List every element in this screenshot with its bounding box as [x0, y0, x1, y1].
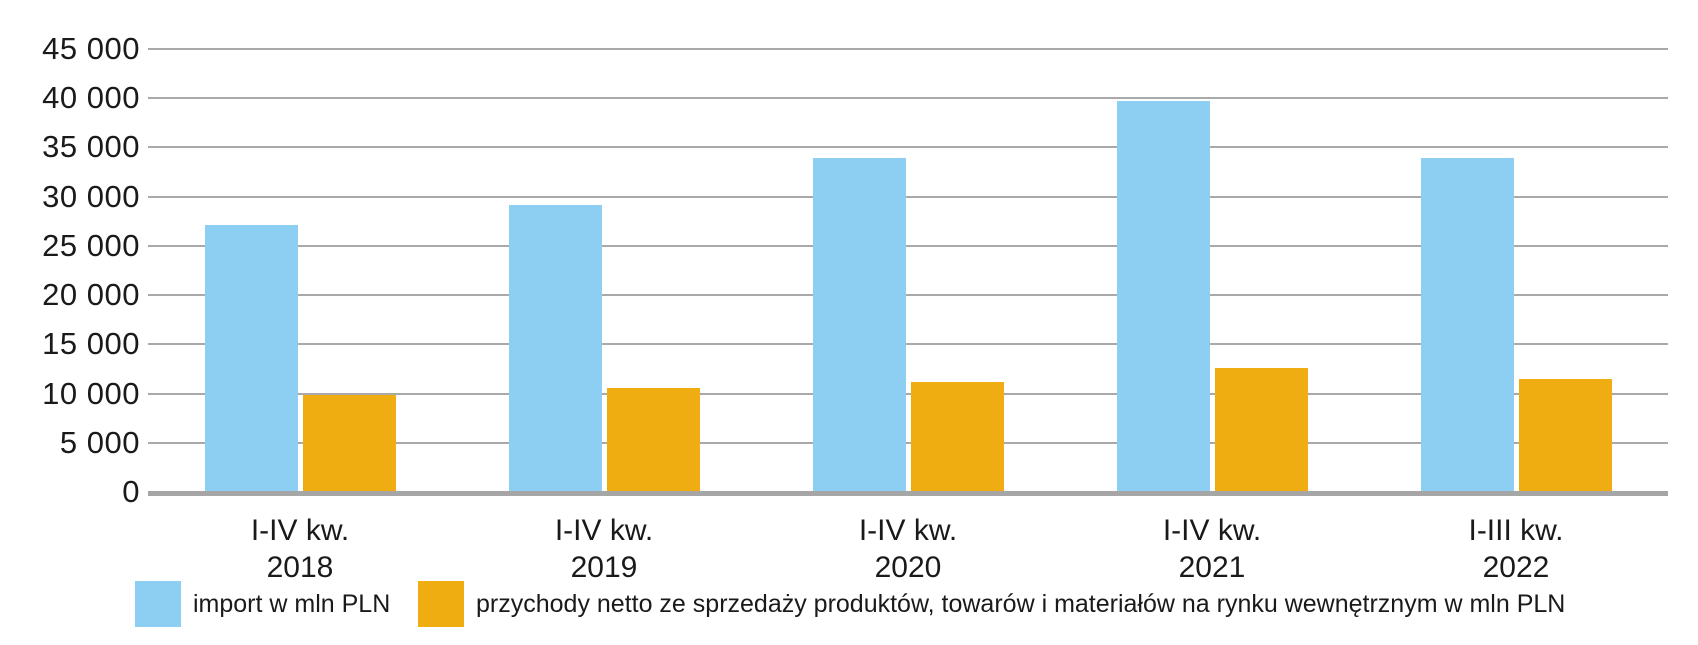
y-tick-label: 25 000 [42, 227, 140, 263]
x-tick-label: I-IV kw. 2021 [1162, 514, 1262, 584]
bar-przychody [302, 394, 396, 491]
gridline [148, 392, 1668, 395]
bar-przychody [606, 387, 700, 491]
legend-swatch-import [135, 581, 181, 627]
legend-item-przychody: przychody netto ze sprzedaży produktów, … [418, 581, 1565, 627]
y-tick-label: 30 000 [42, 178, 140, 214]
x-tick-label: I-IV kw. 2018 [250, 514, 350, 584]
bar-import [204, 225, 298, 491]
y-tick-label: 10 000 [42, 375, 140, 411]
gridline [148, 97, 1668, 100]
bar-import [812, 158, 906, 491]
gridline [148, 294, 1668, 297]
y-tick-label: 35 000 [42, 129, 140, 165]
legend-swatch-przychody [418, 581, 464, 627]
bar-import [1116, 101, 1210, 491]
gridline [148, 343, 1668, 346]
gridline [148, 146, 1668, 149]
x-tick-label: I-IV kw. 2019 [554, 514, 654, 584]
gridline [148, 244, 1668, 247]
y-tick-label: 40 000 [42, 80, 140, 116]
bar-przychody [1518, 378, 1612, 491]
legend-label-przychody: przychody netto ze sprzedaży produktów, … [476, 589, 1566, 618]
x-tick-label: I-IV kw. 2020 [858, 514, 958, 584]
gridline [148, 195, 1668, 198]
gridline [148, 48, 1668, 50]
y-tick-label: 15 000 [42, 326, 140, 362]
y-tick-label: 45 000 [42, 31, 140, 66]
x-axis-line [148, 491, 1668, 496]
y-tick-label: 5 000 [59, 424, 140, 460]
bar-przychody [910, 381, 1004, 491]
legend-label-import: import w mln PLN [193, 589, 391, 618]
bar-przychody [1214, 367, 1308, 491]
x-tick-label: I-III kw. 2022 [1468, 514, 1564, 584]
bar-import [508, 204, 602, 491]
y-tick-label: 20 000 [42, 277, 140, 313]
y-tick-label: 0 [122, 474, 140, 509]
legend-item-import: import w mln PLN [135, 581, 390, 627]
bar-import [1420, 158, 1514, 491]
gridline [148, 441, 1668, 444]
